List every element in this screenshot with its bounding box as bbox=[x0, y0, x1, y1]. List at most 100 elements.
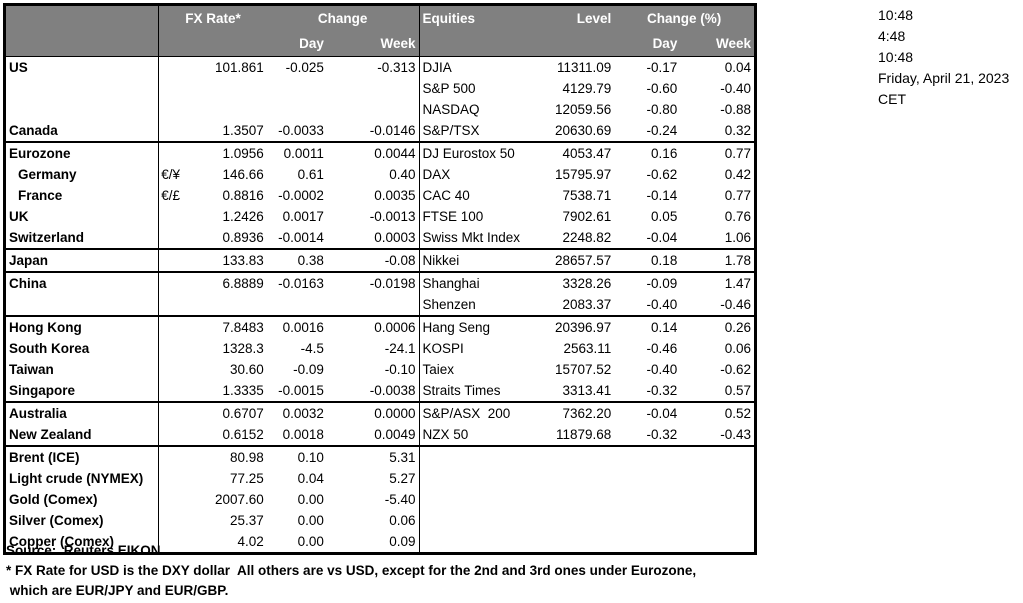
eq-name bbox=[418, 468, 532, 489]
eq-level: 12059.56 bbox=[554, 101, 612, 117]
fx-label: Taiwan bbox=[9, 361, 54, 377]
eq-day: -0.17 bbox=[646, 59, 678, 75]
fx-rate: 0.8936 bbox=[196, 227, 267, 250]
table-row: Hong Kong 7.8483 0.0016 0.0006 Hang Seng… bbox=[5, 316, 756, 338]
eq-week: 0.42 bbox=[724, 166, 751, 182]
timezone-line: CET bbox=[878, 91, 906, 107]
table-row: Light crude (NYMEX) 77.25 0.04 5.27 bbox=[5, 468, 756, 489]
table-row: France €/£ 0.8816 -0.0002 0.0035 CAC 40 … bbox=[5, 185, 756, 206]
fx-day: 0.38 bbox=[266, 249, 327, 273]
fx-label: Singapore bbox=[4, 380, 159, 403]
fx-pair-symbol bbox=[158, 316, 197, 338]
timestamp-line: 10:48 bbox=[878, 7, 914, 23]
fx-rate bbox=[197, 99, 267, 120]
fx-day: -0.0033 bbox=[266, 120, 327, 143]
eq-name: NZX 50 bbox=[418, 424, 532, 447]
eq-week: -0.43 bbox=[680, 424, 756, 447]
fx-rate-header: FX Rate* bbox=[158, 4, 267, 31]
eq-name: Shanghai bbox=[418, 272, 532, 294]
fx-pair-symbol bbox=[158, 78, 197, 99]
timestamp-panel: 10:48 4:48 10:48 Friday, April 21, 2023 … bbox=[878, 5, 1009, 110]
eq-week bbox=[680, 468, 755, 489]
fx-label: Brent (ICE) bbox=[9, 449, 80, 465]
fx-footnote-line1: * FX Rate for USD is the DXY dollar All … bbox=[6, 563, 697, 578]
fx-week: 5.27 bbox=[389, 470, 416, 486]
fx-week: -0.0013 bbox=[369, 208, 416, 224]
fx-label bbox=[5, 99, 159, 120]
fx-change-header: Change bbox=[266, 4, 420, 31]
timestamp-line: 10:48 bbox=[878, 49, 914, 65]
eq-week: 0.52 bbox=[724, 405, 751, 421]
eq-week-header: Week bbox=[680, 31, 756, 57]
eq-name: Nikkei bbox=[418, 249, 532, 273]
fx-week: -0.08 bbox=[326, 249, 420, 273]
eq-name: Swiss Mkt Index bbox=[418, 227, 532, 250]
fx-day: 0.04 bbox=[297, 470, 324, 486]
table-row: Japan 133.83 0.38 -0.08 Nikkei 28657.57 … bbox=[4, 249, 756, 273]
level-header: Level bbox=[531, 4, 615, 31]
date-line: Friday, April 21, 2023 bbox=[878, 70, 1010, 86]
fx-day: 0.0016 bbox=[282, 319, 324, 335]
fx-rate: 0.6707 bbox=[222, 405, 264, 421]
eq-level: 11311.09 bbox=[556, 59, 612, 75]
fx-pair-symbol bbox=[158, 249, 197, 273]
eq-week: 0.77 bbox=[724, 145, 751, 161]
eq-level: 20630.69 bbox=[531, 120, 615, 143]
table-row: Eurozone 1.0956 0.0011 0.0044 DJ Eurosto… bbox=[5, 142, 756, 164]
eq-week: 0.26 bbox=[724, 319, 751, 335]
eq-day: -0.40 bbox=[646, 361, 678, 377]
eq-name: NASDAQ bbox=[418, 99, 532, 120]
eq-week bbox=[680, 489, 755, 510]
table-row: NASDAQ 12059.56 -0.80 -0.88 bbox=[5, 99, 756, 120]
fx-rate: 1.3507 bbox=[196, 120, 267, 143]
eq-name: FTSE 100 bbox=[418, 206, 532, 227]
eq-level: 3328.26 bbox=[562, 275, 612, 291]
fx-week-header: Week bbox=[326, 31, 420, 57]
fx-pair-symbol bbox=[158, 359, 197, 380]
fx-label: Light crude (NYMEX) bbox=[9, 470, 144, 486]
table-body: US 101.861 -0.025 -0.313 DJIA 11311.09 -… bbox=[4, 56, 756, 554]
eq-name: S&P/ASX 200 bbox=[418, 402, 532, 424]
source-note: Source: Reuters EIKON. bbox=[6, 543, 165, 558]
fx-rate bbox=[196, 294, 267, 317]
eq-name: DAX bbox=[418, 164, 532, 185]
table-row: Shenzen 2083.37 -0.40 -0.46 bbox=[4, 294, 756, 317]
fx-week: 0.0049 bbox=[326, 424, 420, 447]
eq-day: -0.32 bbox=[614, 380, 681, 403]
eq-day: -0.04 bbox=[614, 227, 681, 250]
fx-rate: 1328.3 bbox=[222, 340, 264, 356]
fx-day: 0.10 bbox=[297, 449, 324, 465]
eq-name: Taiex bbox=[418, 359, 532, 380]
timestamp-line: 4:48 bbox=[878, 28, 906, 44]
eq-day: -0.40 bbox=[614, 294, 681, 317]
fx-pair-symbol: €/£ bbox=[158, 185, 197, 206]
fx-rate: 2007.60 bbox=[215, 491, 264, 507]
eq-week: 0.32 bbox=[680, 120, 756, 143]
fx-day: -0.0015 bbox=[266, 380, 327, 403]
fx-pair-symbol bbox=[158, 380, 197, 403]
eq-week: -0.40 bbox=[720, 80, 751, 96]
table-row: China 6.8889 -0.0163 -0.0198 Shanghai 33… bbox=[5, 272, 756, 294]
fx-pair-symbol bbox=[158, 294, 197, 317]
fx-label: Copper (Comex) bbox=[9, 533, 115, 549]
table-row: New Zealand 0.6152 0.0018 0.0049 NZX 50 … bbox=[4, 424, 756, 447]
fx-day: -0.09 bbox=[293, 361, 324, 377]
eq-level: 4053.47 bbox=[562, 145, 612, 161]
fx-label: Australia bbox=[9, 405, 67, 421]
eq-change-header: Change (%) bbox=[614, 4, 756, 31]
eq-name: DJIA bbox=[418, 56, 532, 78]
fx-day: 0.0032 bbox=[282, 405, 324, 421]
fx-label: Canada bbox=[4, 120, 159, 143]
fx-week: -5.40 bbox=[384, 491, 416, 507]
fx-rate: 25.37 bbox=[230, 512, 264, 528]
fx-day: -0.0014 bbox=[266, 227, 327, 250]
eq-week: -0.62 bbox=[720, 361, 751, 377]
footer-notes: Source: Reuters EIKON. * FX Rate for USD… bbox=[6, 541, 696, 601]
fx-pair-symbol bbox=[158, 489, 197, 510]
fx-label: Hong Kong bbox=[9, 319, 82, 335]
fx-week: -0.0198 bbox=[369, 275, 416, 291]
fx-rate: 7.8483 bbox=[222, 319, 264, 335]
fx-week: 0.06 bbox=[389, 512, 416, 528]
eq-week: 0.57 bbox=[680, 380, 756, 403]
eq-week bbox=[680, 446, 755, 468]
